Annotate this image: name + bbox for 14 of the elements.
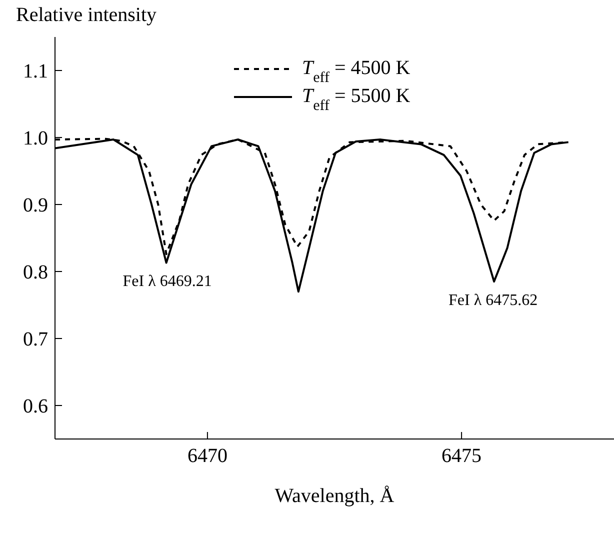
y-tick-label: 0.7 (23, 328, 48, 351)
annotation: FeI λ 6469.21 (122, 273, 212, 290)
y-tick-label: 0.9 (23, 194, 48, 217)
y-tick-label: 0.6 (23, 396, 48, 418)
x-tick-label: 6470 (187, 445, 228, 468)
y-axis-title: Relative intensity (16, 4, 157, 27)
legend-label: T$_{eff}$ = 5500 K (302, 85, 411, 114)
x-axis-title: Wavelength, Å (274, 485, 395, 507)
legend-label: T$_{eff}$ = 4500 K (302, 57, 411, 86)
x-tick-label: 6475 (442, 445, 482, 468)
y-tick-label: 1.1 (23, 60, 48, 83)
y-tick-label: 0.8 (23, 262, 48, 284)
y-tick-label: 1.0 (23, 128, 48, 150)
annotation: FeI λ 6475.62 (448, 292, 538, 309)
